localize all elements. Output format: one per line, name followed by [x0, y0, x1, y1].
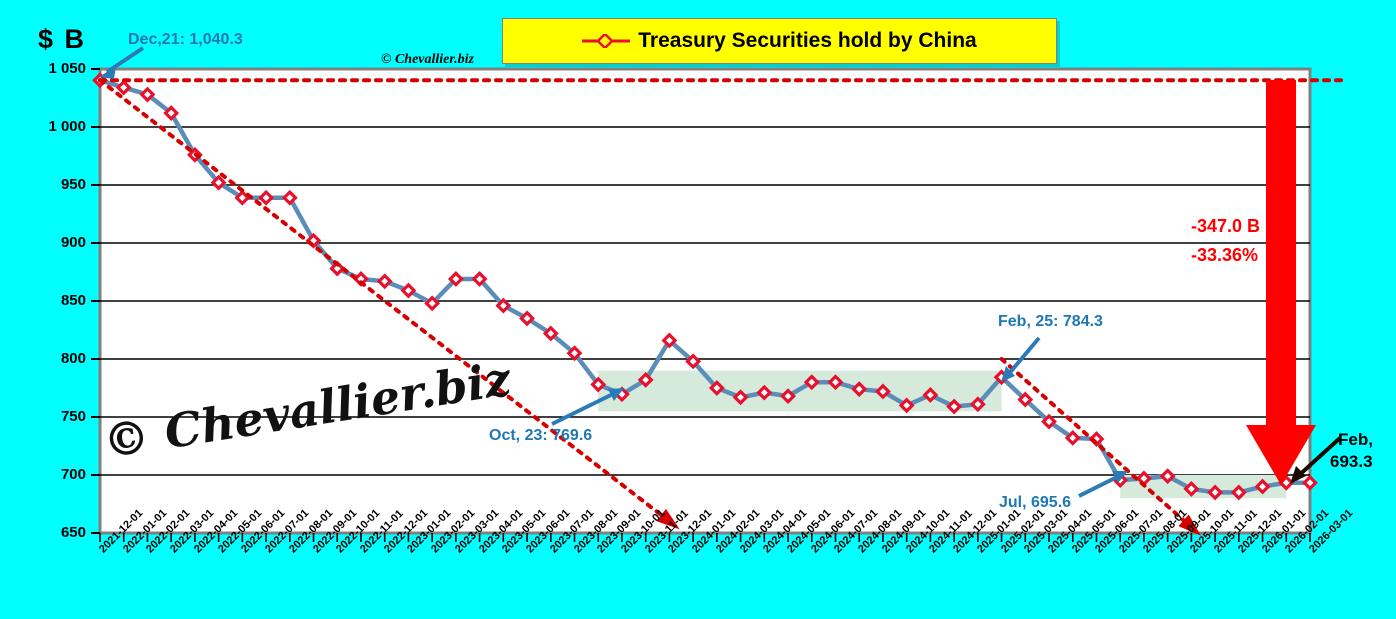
series-markers: [92, 72, 1318, 501]
annotation-start-value: Dec,21: 1,040.3: [128, 31, 243, 48]
y-axis-tick-label: 750: [60, 408, 86, 425]
y-axis-tick-label: 950: [60, 176, 86, 193]
x-tick-marks: [99, 533, 1311, 542]
y-axis-tick-label: 650: [60, 524, 86, 541]
trend-lines: [98, 78, 1202, 536]
y-axis-tick-label: 850: [60, 292, 86, 309]
annotation-arrows: [99, 46, 1342, 498]
y-axis-title: $ B: [38, 24, 87, 54]
legend[interactable]: Treasury Securities hold by China: [502, 18, 1057, 64]
decline-arrow-icon: [1246, 80, 1316, 485]
y-axis-tick-label: 800: [60, 350, 86, 367]
annotation-decline-amount: -347.0 B: [1191, 216, 1261, 236]
legend-label: Treasury Securities hold by China: [638, 29, 977, 52]
annotation-jul-value: Jul, 695.6: [999, 494, 1072, 511]
y-axis-tick-label: 1 000: [48, 118, 86, 135]
shaded-bands: [598, 370, 1287, 499]
y-axis-tick-label: 700: [60, 466, 86, 483]
annotation-end-value-month: Feb,: [1338, 430, 1373, 449]
annotation-oct23-value: Oct, 23: 769.6: [489, 427, 593, 444]
series-line: [97, 78, 1313, 495]
annotation-feb25-value: Feb, 25: 784.3: [998, 313, 1103, 330]
y-axis-tick-label: 900: [60, 234, 86, 251]
y-tick-marks: [91, 68, 100, 534]
legend-marker-icon: [582, 34, 631, 48]
y-axis-tick-label: 1 050: [48, 60, 86, 77]
annotation-end-value-number: 693.3: [1330, 452, 1373, 471]
gridlines: [100, 126, 1310, 476]
annotation-decline-percent: -33.36%: [1191, 245, 1259, 265]
copyright-note: © Chevallier.biz: [381, 52, 474, 67]
